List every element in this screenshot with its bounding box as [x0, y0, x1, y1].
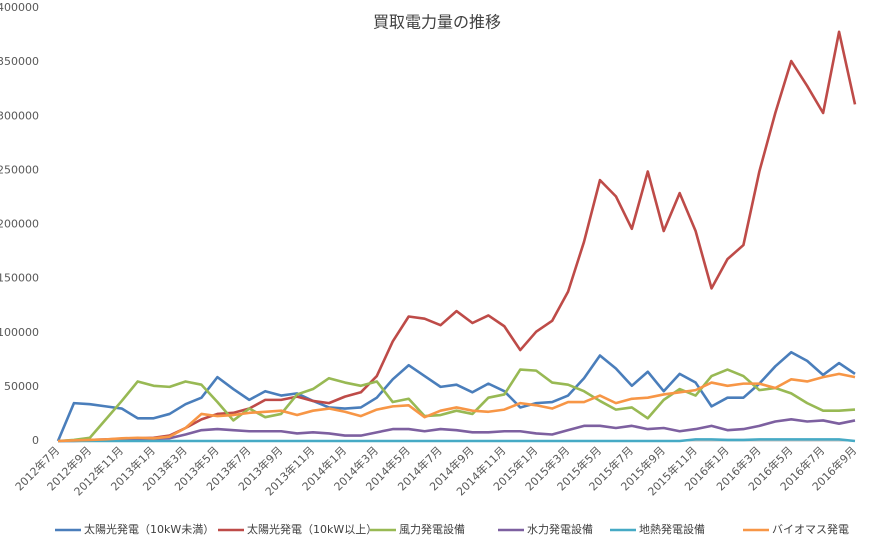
legend-label: 太陽光発電（10kW以上）: [247, 522, 377, 536]
legend-label: 水力発電設備: [527, 522, 593, 536]
chart-title: 買取電力量の推移: [373, 13, 501, 32]
series-line: [57, 372, 856, 443]
series-line: [57, 368, 856, 443]
series-line: [58, 418, 856, 443]
y-tick-label: 250000: [0, 163, 39, 176]
series-line: [58, 438, 856, 443]
y-tick-label: 100000: [0, 326, 39, 339]
y-tick-label: 300000: [0, 109, 39, 122]
y-tick-label: 200000: [0, 218, 39, 231]
series-line: [57, 30, 857, 443]
series-line: [56, 350, 856, 442]
legend-label: 風力発電設備: [399, 522, 465, 536]
legend-label: バイオマス発電: [772, 522, 849, 536]
y-tick-label: 150000: [0, 272, 39, 285]
y-tick-label: 400000: [0, 1, 39, 14]
legend-label: 太陽光発電（10kW未満）: [84, 522, 214, 536]
legend-label: 地熱発電設備: [639, 522, 705, 536]
y-tick-label: 350000: [0, 55, 39, 68]
y-tick-label: 50000: [4, 380, 39, 393]
y-tick-label: 0: [32, 434, 39, 447]
